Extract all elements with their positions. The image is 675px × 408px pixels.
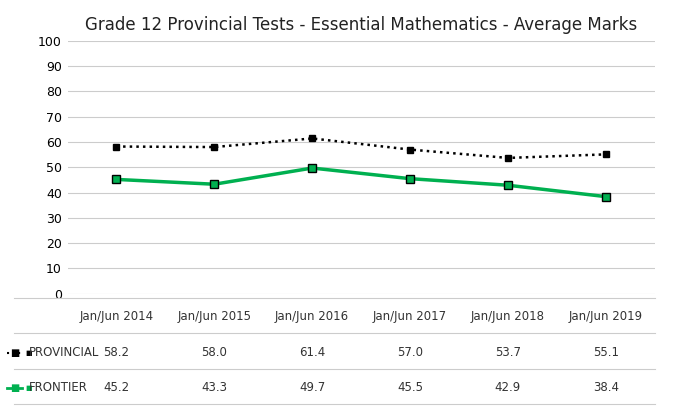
Text: Jan/Jun 2016: Jan/Jun 2016 [275,310,349,323]
Text: ■: ■ [25,385,32,390]
FRONTIER [406,176,414,181]
Text: 49.7: 49.7 [299,381,325,394]
Text: 42.9: 42.9 [495,381,521,394]
Text: 61.4: 61.4 [299,346,325,359]
Text: 58.2: 58.2 [103,346,130,359]
Text: 58.0: 58.0 [201,346,227,359]
Text: Jan/Jun 2014: Jan/Jun 2014 [80,310,153,323]
Text: PROVINCIAL: PROVINCIAL [29,346,99,359]
Text: 38.4: 38.4 [593,381,619,394]
FRONTIER [602,194,610,199]
Text: FRONTIER: FRONTIER [29,381,88,394]
PROVINCIAL [112,144,120,149]
FRONTIER [308,166,316,171]
Text: 45.5: 45.5 [397,381,423,394]
Line: FRONTIER: FRONTIER [112,164,610,201]
Text: ■: ■ [25,350,32,356]
PROVINCIAL [504,155,512,160]
Text: ■: ■ [10,348,20,358]
PROVINCIAL [406,147,414,152]
PROVINCIAL [602,152,610,157]
Text: ■: ■ [10,383,20,392]
PROVINCIAL [211,144,219,149]
Text: 57.0: 57.0 [397,346,423,359]
Text: 53.7: 53.7 [495,346,521,359]
Text: 43.3: 43.3 [201,381,227,394]
Text: 55.1: 55.1 [593,346,619,359]
FRONTIER [504,183,512,188]
FRONTIER [211,182,219,187]
FRONTIER [112,177,120,182]
Text: Jan/Jun 2019: Jan/Jun 2019 [569,310,643,323]
Text: Jan/Jun 2017: Jan/Jun 2017 [373,310,447,323]
PROVINCIAL [308,136,316,141]
Line: PROVINCIAL: PROVINCIAL [113,135,610,162]
Title: Grade 12 Provincial Tests - Essential Mathematics - Average Marks: Grade 12 Provincial Tests - Essential Ma… [85,16,637,34]
Text: Jan/Jun 2015: Jan/Jun 2015 [178,310,251,323]
Text: 45.2: 45.2 [103,381,130,394]
Text: Jan/Jun 2018: Jan/Jun 2018 [471,310,545,323]
